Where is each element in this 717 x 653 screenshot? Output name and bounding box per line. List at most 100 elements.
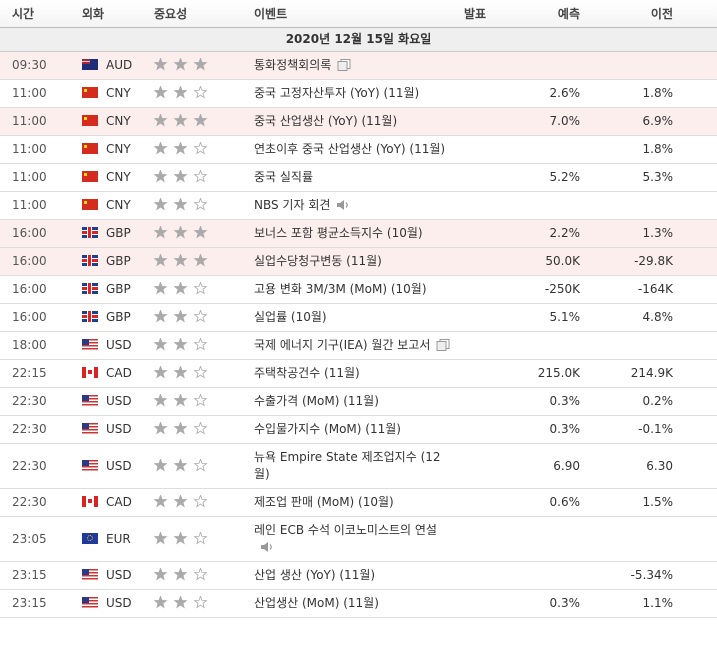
event-cell: 산업생산 (MoM) (11월)	[242, 589, 452, 618]
previous-cell: -0.1%	[592, 415, 717, 444]
previous-cell: 214.9K	[592, 359, 717, 388]
event-cell: 중국 실직률	[242, 163, 452, 192]
time-cell: 11:00	[0, 107, 70, 136]
flag	[82, 199, 98, 210]
event-name: 연초이후 중국 산업생산 (YoY) (11월)	[254, 142, 446, 156]
time-cell: 09:30	[0, 51, 70, 80]
importance-cell	[142, 589, 242, 618]
event-cell: 뉴욕 Empire State 제조업지수 (12월)	[242, 443, 452, 489]
previous-cell: 1.3%	[592, 219, 717, 248]
previous-cell	[592, 331, 717, 360]
currency-code: USD	[106, 394, 132, 408]
importance-stars	[153, 530, 208, 544]
flag	[82, 459, 98, 471]
event-row: 22:30 USD 수입물가지수 (MoM) (11월) 0.3% -0.1%	[0, 415, 717, 444]
forecast-cell	[512, 191, 592, 220]
star-filled	[173, 57, 188, 71]
actual-cell	[452, 163, 512, 192]
icon-spk	[261, 542, 272, 552]
currency-code: CNY	[106, 198, 131, 212]
event-name: 뉴욕 Empire State 제조업지수 (12월)	[254, 450, 441, 481]
event-row: 22:30 USD 뉴욕 Empire State 제조업지수 (12월) 6.90 6…	[0, 443, 717, 489]
star-empty	[193, 169, 208, 183]
actual-cell	[452, 219, 512, 248]
currency-code: CNY	[106, 170, 131, 184]
event-name: 주택착공건수 (11월)	[254, 366, 360, 380]
importance-stars	[153, 337, 208, 351]
star-empty	[193, 85, 208, 99]
importance-stars	[153, 57, 208, 71]
event-row: 11:00 CNY 연초이후 중국 산업생산 (YoY) (11월) 1.8%	[0, 135, 717, 164]
flag	[82, 87, 98, 98]
actual-cell	[452, 107, 512, 136]
forecast-cell	[512, 331, 592, 360]
previous-cell: -5.34%	[592, 561, 717, 590]
forecast-cell: 2.2%	[512, 219, 592, 248]
header-cell: 이전	[592, 0, 717, 28]
star-filled	[153, 365, 168, 379]
event-name: 산업 생산 (YoY) (11월)	[254, 568, 376, 582]
star-filled	[173, 421, 188, 435]
event-cell: 국제 에너지 기구(IEA) 월간 보고서	[242, 331, 452, 360]
star-empty	[193, 309, 208, 323]
header-cell: 예측	[512, 0, 592, 28]
actual-cell	[452, 488, 512, 517]
event-name: 보너스 포함 평균소득지수 (10월)	[254, 226, 423, 240]
currency-cell: CNY	[70, 191, 142, 220]
forecast-cell: 0.6%	[512, 488, 592, 517]
previous-cell: -29.8K	[592, 247, 717, 276]
star-filled	[153, 567, 168, 581]
event-name: 중국 고정자산투자 (YoY) (11월)	[254, 86, 420, 100]
forecast-cell	[512, 561, 592, 590]
event-row: 22:30 USD 수출가격 (MoM) (11월) 0.3% 0.2%	[0, 387, 717, 416]
flag	[82, 59, 98, 70]
star-filled	[153, 457, 168, 471]
event-row: 22:30 CAD 제조업 판매 (MoM) (10월) 0.6% 1.5%	[0, 488, 717, 517]
star-filled	[173, 281, 188, 295]
currency-cell: USD	[70, 415, 142, 444]
importance-stars	[153, 567, 208, 581]
event-row: 22:15 CAD 주택착공건수 (11월) 215.0K 214.9K	[0, 359, 717, 388]
flag	[82, 496, 98, 507]
star-filled	[173, 393, 188, 407]
event-row: 23:15 USD 산업 생산 (YoY) (11월) -5.34%	[0, 561, 717, 590]
star-filled	[193, 253, 208, 267]
event-name: 국제 에너지 기구(IEA) 월간 보고서	[254, 338, 431, 352]
speaker	[337, 200, 345, 210]
forecast-cell: 0.3%	[512, 415, 592, 444]
previous-cell	[592, 516, 717, 562]
star-filled	[153, 337, 168, 351]
currency-code: EUR	[106, 531, 131, 546]
event-name: 고용 변화 3M/3M (MoM) (10월)	[254, 282, 427, 296]
time-cell: 16:00	[0, 247, 70, 276]
star-empty	[193, 457, 208, 471]
previous-cell: 6.9%	[592, 107, 717, 136]
actual-cell	[452, 331, 512, 360]
sound-wave	[269, 544, 272, 550]
forecast-cell: 5.2%	[512, 163, 592, 192]
time-cell: 16:00	[0, 219, 70, 248]
currency-cell: GBP	[70, 303, 142, 332]
currency-cell: USD	[70, 589, 142, 618]
previous-cell	[592, 51, 717, 80]
importance-stars	[153, 309, 208, 323]
previous-cell: 4.8%	[592, 303, 717, 332]
time-cell: 18:00	[0, 331, 70, 360]
forecast-cell: -250K	[512, 275, 592, 304]
importance-cell	[142, 107, 242, 136]
actual-cell	[452, 415, 512, 444]
event-cell: 레인 ECB 수석 이코노미스트의 연설	[242, 516, 452, 562]
actual-cell	[452, 589, 512, 618]
header-cell: 발표	[452, 0, 512, 28]
star-filled	[153, 85, 168, 99]
table-body: 2020년 12월 15일 화요일 09:30 AUD 통화정책회의록 11:00 CN…	[0, 27, 717, 618]
flag	[82, 171, 98, 182]
forecast-cell: 50.0K	[512, 247, 592, 276]
event-name: 중국 산업생산 (YoY) (11월)	[254, 114, 398, 128]
star-empty	[193, 337, 208, 351]
importance-cell	[142, 303, 242, 332]
importance-stars	[153, 457, 208, 471]
event-row: 11:00 CNY 중국 산업생산 (YoY) (11월) 7.0% 6.9%	[0, 107, 717, 136]
currency-cell: GBP	[70, 275, 142, 304]
star-filled	[153, 309, 168, 323]
